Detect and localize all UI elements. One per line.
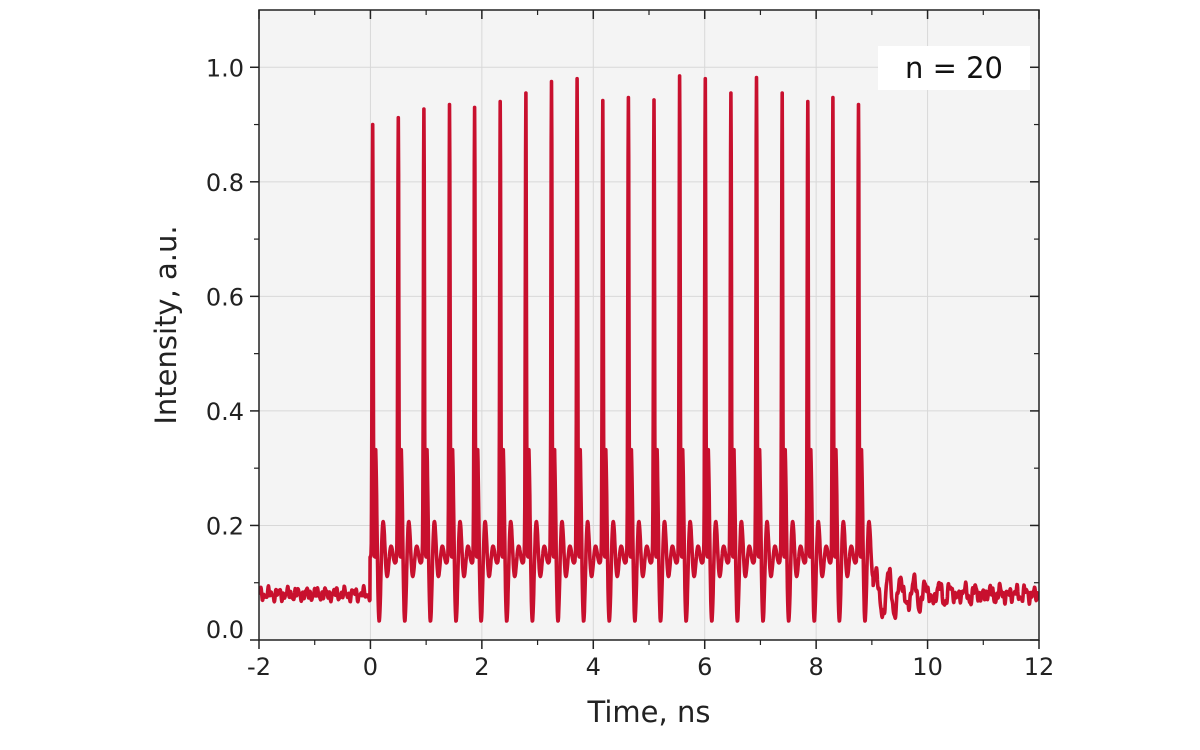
annotation: n = 20	[905, 51, 1003, 85]
y-tick-label: 0.0	[206, 616, 244, 644]
x-tick-label: 12	[1024, 653, 1055, 681]
x-tick-label: 4	[586, 653, 601, 681]
y-tick-label: 0.6	[206, 283, 244, 311]
tick-labels: -2 0 2 4 6 8 10 12 0.0 0.2 0.4 0.6 0.8 1.0	[206, 54, 1054, 681]
series-group	[259, 74, 1039, 623]
y-tick-label: 0.2	[206, 512, 244, 540]
y-tick-label: 1.0	[206, 54, 244, 82]
x-tick-label: -2	[247, 653, 271, 681]
y-tick-label: 0.4	[206, 398, 244, 426]
x-tick-label: 8	[809, 653, 824, 681]
x-tick-label: 6	[697, 653, 712, 681]
x-tick-label: 0	[363, 653, 378, 681]
x-tick-label: 2	[474, 653, 489, 681]
x-tick-label: 10	[912, 653, 943, 681]
x-axis-title: Time, ns	[587, 695, 711, 729]
y-tick-label: 0.8	[206, 169, 244, 197]
y-axis-title: Intensity, a.u.	[149, 225, 183, 424]
ticks	[250, 10, 1040, 649]
annotation-background	[878, 46, 1030, 90]
intensity-trace	[259, 74, 1039, 623]
plot-area	[259, 10, 1039, 640]
